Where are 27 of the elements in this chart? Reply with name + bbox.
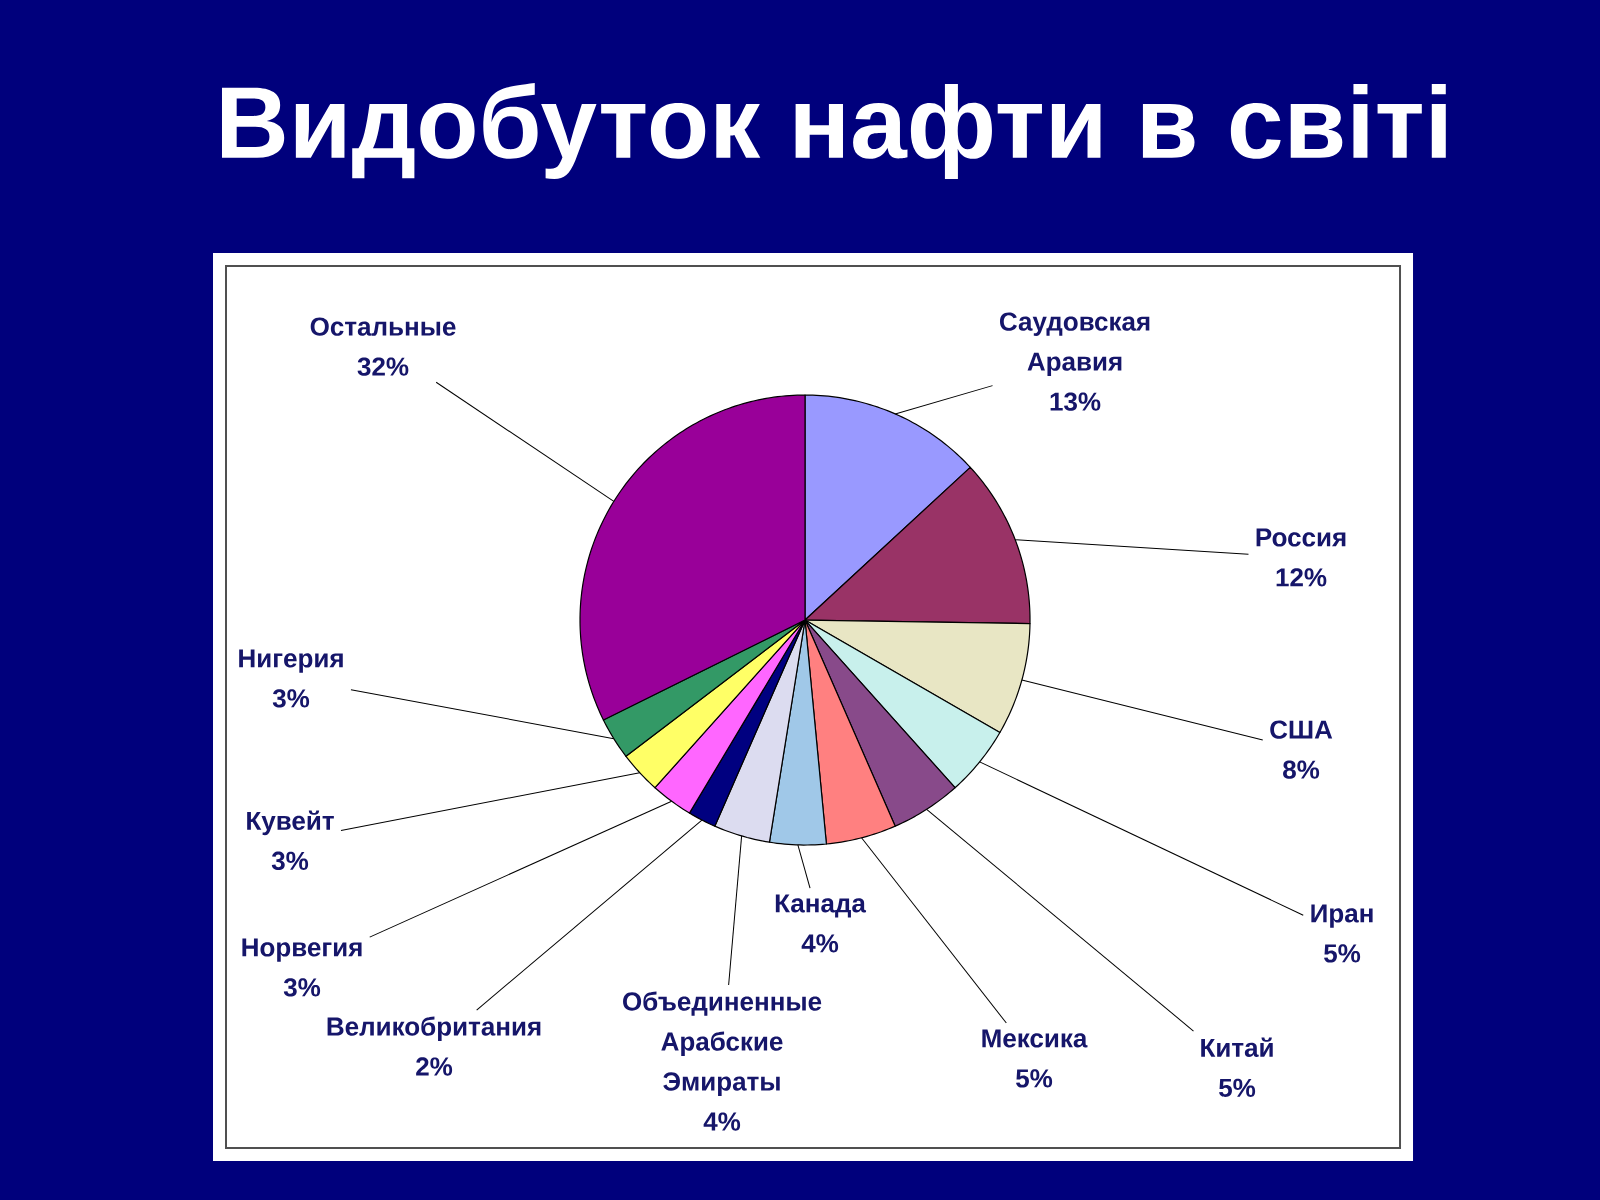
data-label: 4% [703, 1112, 741, 1131]
chart-title: Видобуток нафти в світі [221, 83, 1446, 179]
data-label: 12% [1276, 568, 1327, 587]
slice-label: Канада [775, 894, 867, 918]
slice-label: Кувейт [247, 810, 334, 836]
data-label: 3% [271, 851, 309, 871]
slice-label: Саудовская Аравия [999, 312, 1150, 376]
data-label: 5% [1016, 1069, 1053, 1088]
slice-label: Иран [1311, 904, 1373, 928]
slice-label: Великобритания [327, 1016, 541, 1041]
slice-label: США [1270, 720, 1333, 739]
data-label: 13% [1050, 392, 1101, 411]
data-label: 4% [801, 934, 839, 953]
data-label: 2% [416, 1057, 453, 1076]
slice-label: Объединенные Арабские Эмираты [623, 991, 822, 1096]
data-label: 8% [1283, 760, 1320, 779]
slice-label: Россия [1256, 528, 1346, 547]
data-label: 5% [1219, 1078, 1256, 1098]
slice-label: Мексика [982, 1029, 1088, 1048]
slice-label: Нигерия [239, 649, 343, 673]
data-label: 3% [283, 978, 321, 997]
data-label: 5% [1324, 944, 1361, 963]
slice-label: Остальные [310, 317, 456, 336]
slice-label: Норвегия [242, 938, 362, 962]
data-label: 3% [272, 689, 310, 708]
slice-label: Китай [1201, 1037, 1273, 1058]
data-label: 32% [357, 357, 409, 376]
